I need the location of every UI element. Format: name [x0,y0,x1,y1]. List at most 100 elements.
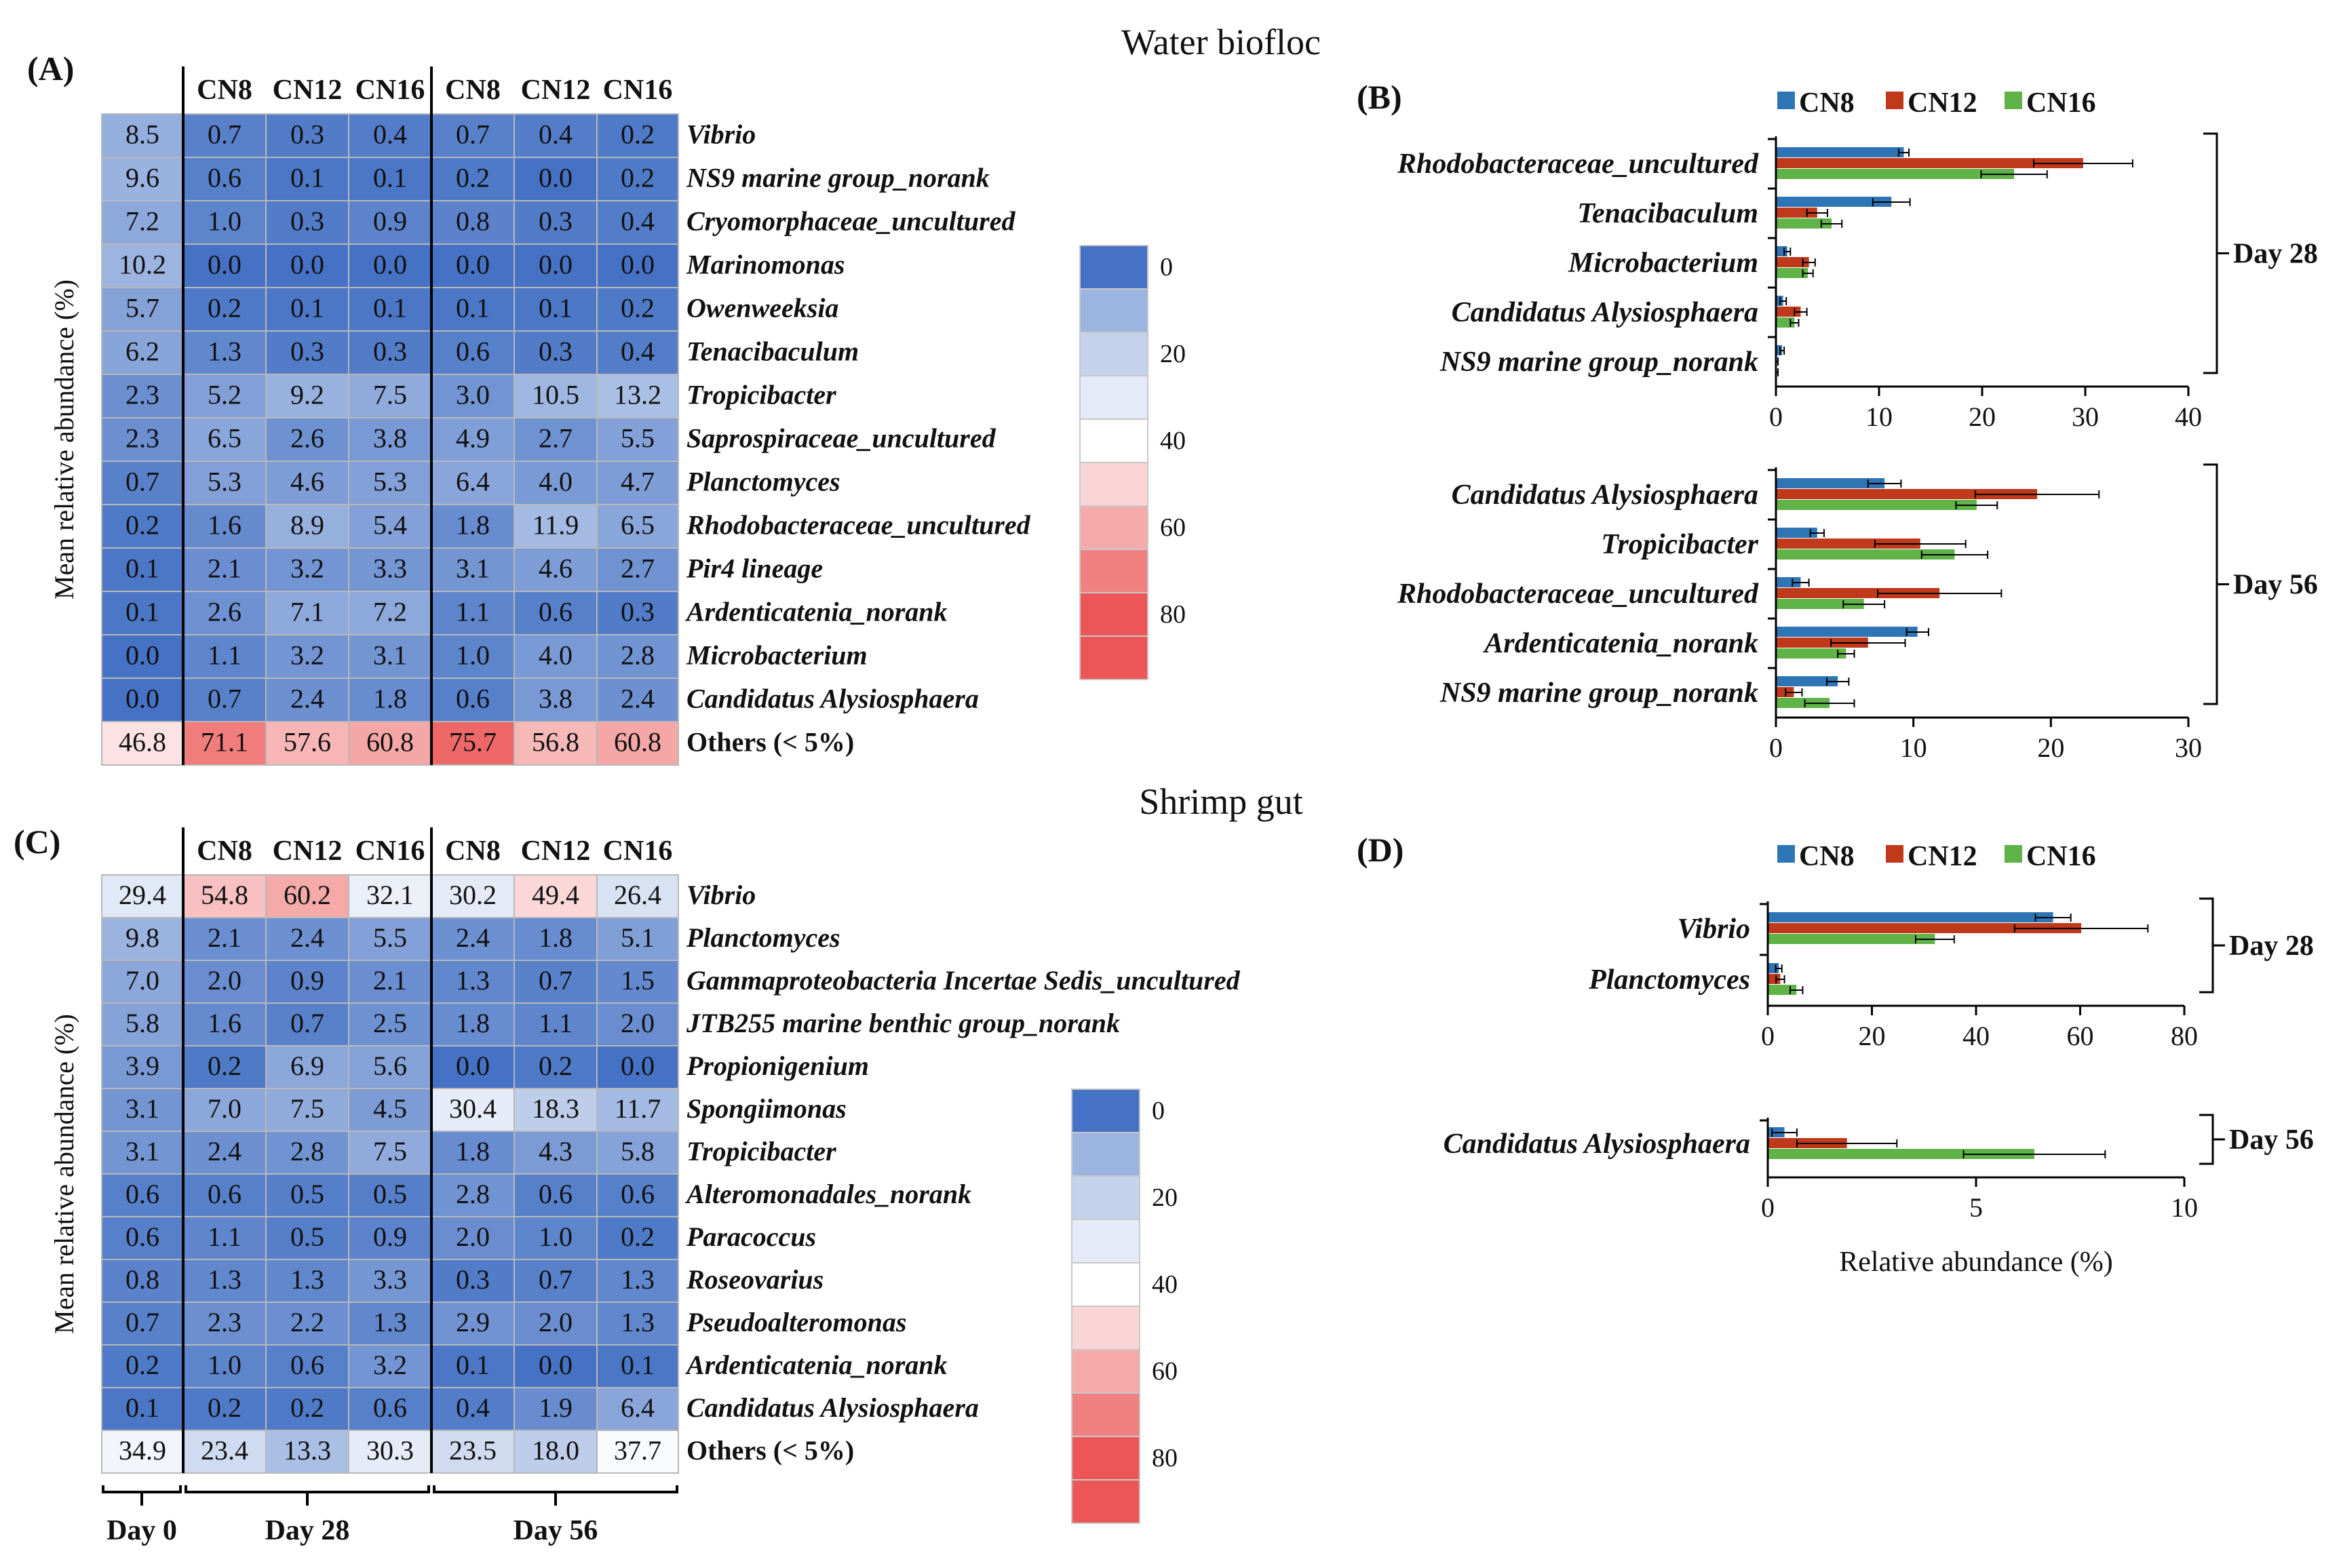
panel-d-legend-swatch [2005,845,2022,863]
water-heatmap-cell [348,721,432,766]
gut-heatmap-cell-value: 1.8 [456,1136,490,1167]
gut-heatmap-legend-swatch [1071,1175,1140,1220]
water-heatmap-cell-value: 4.7 [621,467,655,497]
panel-d-day28-x-tick-label: 40 [1962,1021,1990,1051]
gut-heatmap-col-header: CN12 [521,836,591,867]
water-heatmap-cell-value: 10.5 [532,380,579,410]
gut-heatmap-cell-value: 1.0 [539,1221,573,1252]
gut-heatmap-legend-swatch [1071,1392,1140,1437]
gut-heatmap-cell [101,1301,184,1346]
water-heatmap-cell-value: 5.5 [621,423,655,454]
panel-b-day28-bar [1776,218,1832,229]
gut-heatmap-cell-value: 0.5 [373,1179,407,1209]
gut-heatmap-cell-value: 7.0 [208,1093,241,1124]
water-heatmap-cell [596,634,679,679]
water-heatmap-cell-value: 0.2 [621,163,655,193]
gut-heatmap-row-label: Candidatus Alysiosphaera [686,1392,979,1423]
panel-b-day28-bar [1776,268,1808,278]
water-heatmap-cell [182,243,267,288]
water-heatmap-legend-label: 60 [1160,513,1186,542]
panel-d-day28-bar [1768,974,1781,984]
gut-heatmap-cell-value: 0.6 [290,1350,324,1380]
water-heatmap-legend-label: 20 [1160,340,1186,368]
water-heatmap-row-label: Pir4 lineage [686,553,823,584]
gut-heatmap-cell-value: 1.1 [208,1221,241,1252]
gut-heatmap-row-label: Alteromonadales_norank [684,1179,971,1209]
panel-b-day56-category-label: Ardenticatenia_norank [1482,628,1758,659]
gut-heatmap-cell-value: 0.6 [373,1392,407,1423]
water-heatmap-cell-value: 4.6 [539,553,573,584]
panel-b-day28-bar [1776,158,2083,168]
panel-b-day56-bar [1776,698,1830,708]
water-heatmap-cell-value: 1.6 [208,510,241,541]
panel-d-day56-category-label: Candidatus Alysiosphaera [1444,1129,1750,1160]
gut-heatmap-cell-value: 0.5 [290,1179,324,1209]
water-heatmap-cell [182,591,267,635]
water-heatmap-cell [348,547,432,592]
water-heatmap-cell [101,330,184,375]
panel-b-legend-label: CN16 [2026,87,2096,119]
gut-heatmap-legend-swatch [1071,1349,1140,1394]
water-heatmap-legend-swatch [1079,505,1148,550]
gut-heatmap-cell [101,917,184,961]
water-heatmap-cell-value: 0.1 [125,597,159,627]
gut-heatmap-cell-value: 7.0 [125,965,159,996]
gut-heatmap-cell-value: 6.9 [290,1051,324,1081]
water-heatmap-cell-value: 3.1 [373,640,407,671]
gut-heatmap-cell-value: 1.3 [373,1307,407,1337]
gut-heatmap-cell-value: 0.7 [539,965,573,996]
gut-heatmap-cell-value: 6.4 [621,1392,655,1423]
day-label: Day 28 [265,1515,350,1546]
gut-heatmap-cell [596,1259,679,1303]
water-heatmap-cell-value: 2.3 [125,423,159,454]
water-heatmap-legend-swatch [1079,418,1148,463]
day-bracket [185,1485,430,1493]
gut-heatmap-legend-label: 20 [1152,1183,1178,1212]
gut-heatmap-cell-value: 0.5 [290,1221,324,1252]
gut-heatmap-cell-value: 4.5 [373,1093,407,1124]
water-heatmap-cell [101,721,184,766]
water-heatmap-cell-value: 0.0 [539,250,573,280]
water-heatmap-legend-swatch [1079,288,1148,333]
gut-heatmap-cell-value: 30.2 [449,880,497,910]
gut-heatmap-cell [514,1088,598,1132]
gut-heatmap-cell-value: 0.4 [456,1392,490,1423]
panel-d-day56-x-axis-label: Relative abundance (%) [1839,1247,2112,1278]
panel-label-c: (C) [14,823,60,861]
water-heatmap-cell-value: 4.9 [456,423,490,454]
gut-heatmap-cell [431,1173,515,1217]
panel-b-day28-category-label: Rhodobacteraceae_uncultured [1397,149,1759,180]
water-heatmap-row-label: Vibrio [686,119,756,150]
gut-heatmap-cell [265,1430,349,1474]
title-water: Water biofloc [1121,22,1321,62]
water-heatmap-cell [596,417,679,462]
gut-heatmap-cell-value: 5.5 [373,922,407,953]
water-heatmap-cell-value: 1.1 [456,597,490,627]
water-heatmap-cell-value: 0.8 [456,206,490,237]
water-heatmap-cell-value: 71.1 [201,727,248,758]
gut-heatmap-cell [431,1045,515,1089]
panel-b-day56-bar [1776,489,2038,499]
water-heatmap-cell [348,591,432,635]
panel-b-day56-bar [1776,627,1918,637]
panel-b-day56-bar [1776,687,1794,697]
water-heatmap-cell-value: 5.3 [373,467,407,497]
panel-d-legend-swatch [1886,845,1903,863]
water-heatmap-cell-value: 1.3 [208,336,241,367]
water-heatmap-cell [431,330,515,375]
panel-d-day56-day-bracket [2199,1114,2214,1165]
gut-heatmap-cell-value: 7.5 [373,1136,407,1167]
panel-d-day56-x-tick-label: 10 [2171,1192,2198,1223]
panel-b-day56-day-bracket [2203,463,2218,705]
water-heatmap-cell [265,157,349,201]
water-heatmap-cell-value: 46.8 [119,727,166,758]
gut-heatmap-cell-value: 18.0 [532,1435,579,1466]
panel-b-day28-x-tick-label: 20 [1969,401,1996,432]
panel-b-day28-day-label: Day 28 [2233,239,2318,270]
water-heatmap-cell-value: 0.3 [621,597,655,627]
panel-b-legend-swatch [2005,92,2022,109]
gut-heatmap-cell [596,1131,679,1175]
gut-heatmap-cell-value: 1.3 [208,1264,241,1295]
water-heatmap-cell-value: 0.0 [621,250,655,280]
water-heatmap-cell-value: 9.6 [125,163,159,193]
